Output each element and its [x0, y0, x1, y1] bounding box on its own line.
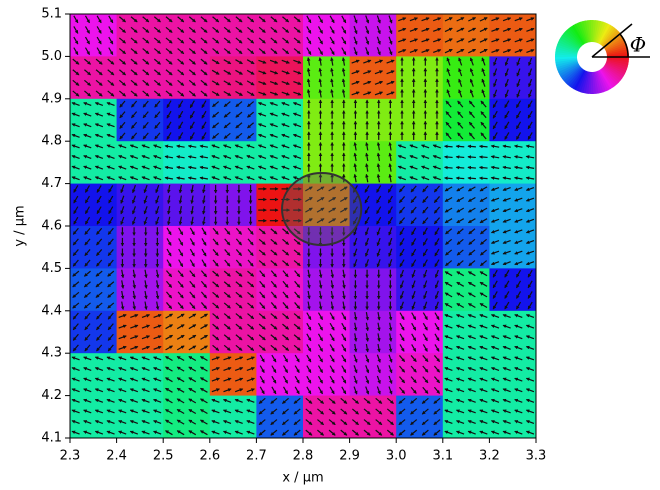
vector-arrow	[480, 178, 488, 179]
angle-cell	[350, 99, 397, 142]
vector-arrow	[456, 167, 464, 168]
angle-cell	[396, 56, 443, 99]
y-tick-label: 4.1	[41, 431, 62, 446]
y-tick-label: 4.3	[41, 346, 62, 361]
vector-arrow	[480, 157, 488, 158]
angle-cell	[117, 226, 164, 269]
vector-arrow	[480, 146, 488, 147]
x-tick-label: 3.3	[526, 449, 547, 464]
x-tick-label: 2.8	[293, 449, 314, 464]
x-tick-label: 2.7	[246, 449, 267, 464]
vector-arrow	[468, 157, 476, 158]
angle-cell	[117, 268, 164, 311]
x-tick-label: 2.4	[106, 449, 127, 464]
vector-arrow	[445, 167, 453, 168]
color-wheel	[555, 20, 650, 94]
angle-cell	[396, 99, 443, 142]
chart: 2.3 2.4 2.5 2.6 2.7 2.8 2.9 3.0 3.1 3.2 3.3 4.1 4.2 4…	[0, 0, 660, 490]
x-tick-label: 2.3	[60, 449, 81, 464]
x-tick-label: 3.0	[386, 449, 407, 464]
y-tick-label: 4.5	[41, 261, 62, 276]
x-axis-label: x / μm	[282, 471, 323, 486]
vector-arrow	[468, 178, 476, 179]
vector-arrow	[456, 178, 464, 179]
vector-arrow	[445, 178, 453, 179]
y-tick-label: 5.0	[41, 49, 62, 64]
angle-cell	[350, 268, 397, 311]
vector-arrow	[456, 146, 464, 147]
y-tick-label: 4.8	[41, 134, 62, 149]
x-tick-label: 3.1	[432, 449, 453, 464]
y-tick-label: 4.2	[41, 388, 62, 403]
x-tick-label: 3.2	[479, 449, 500, 464]
highlight-circle	[282, 173, 361, 245]
y-axis-label: y / μm	[13, 205, 28, 246]
vector-arrow	[468, 146, 476, 147]
y-tick-label: 4.7	[41, 176, 62, 191]
vector-arrow	[468, 167, 476, 168]
angle-cell	[303, 268, 350, 311]
y-tick-label: 4.9	[41, 91, 62, 106]
angle-cell	[210, 184, 257, 227]
x-tick-label: 2.9	[339, 449, 360, 464]
vector-arrow	[480, 167, 488, 168]
x-tick-label: 2.5	[153, 449, 174, 464]
vector-arrow	[456, 157, 464, 158]
y-tick-label: 5.1	[41, 7, 62, 22]
angle-cell	[350, 311, 397, 354]
vector-arrow	[445, 146, 453, 147]
phi-label: Φ	[630, 33, 646, 57]
x-tick-label: 2.6	[199, 449, 220, 464]
y-tick-label: 4.6	[41, 219, 62, 234]
y-tick-label: 4.4	[41, 303, 62, 318]
vector-arrow	[445, 157, 453, 158]
angle-cell	[303, 56, 350, 99]
angle-cell	[350, 141, 397, 184]
angle-cell	[303, 99, 350, 142]
